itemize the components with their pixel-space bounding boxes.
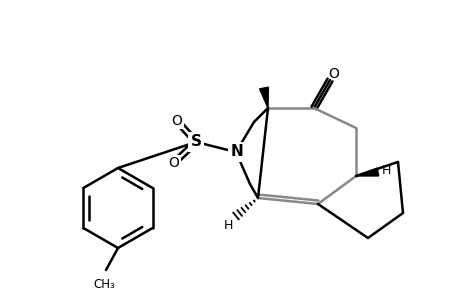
Text: O: O: [328, 67, 339, 81]
Polygon shape: [355, 168, 378, 176]
Text: H: H: [381, 164, 390, 176]
Text: CH₃: CH₃: [93, 278, 115, 291]
Text: O: O: [171, 114, 182, 128]
Text: N: N: [230, 145, 243, 160]
Text: S: S: [190, 134, 201, 149]
Text: O: O: [168, 156, 179, 170]
Text: H: H: [223, 220, 232, 232]
Polygon shape: [259, 87, 268, 108]
